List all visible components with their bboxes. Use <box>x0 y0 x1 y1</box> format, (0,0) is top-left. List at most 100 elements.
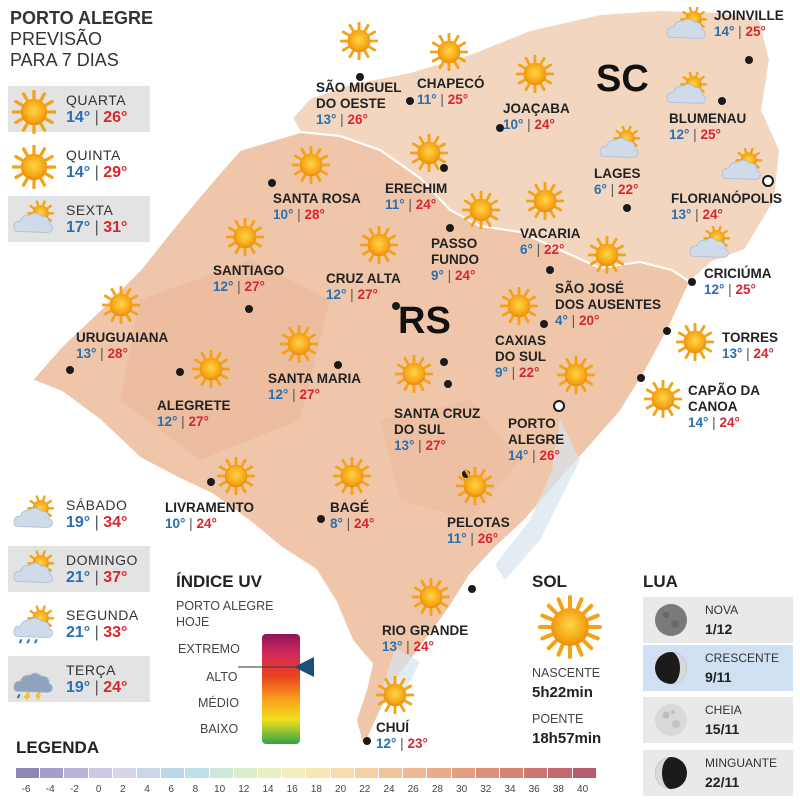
temp-max: 25° <box>700 127 721 142</box>
temp-separator: | <box>567 313 579 328</box>
temp-max: 37° <box>103 569 128 586</box>
legend-swatch <box>282 768 306 778</box>
temp-min: 13° <box>722 346 743 361</box>
temp-separator: | <box>90 569 104 586</box>
city-marker <box>245 305 253 313</box>
city-name-line2: ALEGRE <box>508 432 565 447</box>
temp-max: 24° <box>413 639 434 654</box>
city-name: SANTA CRUZ <box>394 406 481 421</box>
sunrise-label: NASCENTE <box>532 666 601 680</box>
temp-min: 13° <box>394 438 415 453</box>
temp-separator: | <box>404 197 416 212</box>
temp-min: 11° <box>417 92 437 107</box>
legend-tick: -4 <box>45 784 55 795</box>
temp-separator: | <box>742 346 754 361</box>
city-name: PORTO <box>508 416 556 431</box>
temp-max: 28° <box>304 207 325 222</box>
temp-min: 12° <box>669 127 690 142</box>
temp-min: 14° <box>508 448 529 463</box>
temp-min: 10° <box>273 207 294 222</box>
city-name: SANTA ROSA <box>273 191 361 206</box>
temp-separator: | <box>689 127 701 142</box>
city-name: CRUZ ALTA <box>326 271 401 286</box>
sun-icon <box>587 235 627 275</box>
legend-swatch <box>16 768 40 778</box>
city-marker <box>540 320 548 328</box>
city-weather-icon <box>359 225 399 265</box>
temp-max: 29° <box>103 164 128 181</box>
sun-icon <box>409 133 449 173</box>
temp-min: 10° <box>165 516 186 531</box>
city-label: PASSO FUNDO 9° | 24° <box>431 236 479 284</box>
city-name: TORRES <box>722 330 779 345</box>
partly-cloudy-icon <box>666 71 708 104</box>
uv-subtitle: PORTO ALEGRE HOJE <box>176 598 274 630</box>
temp-max: 24° <box>196 516 217 531</box>
city-label: SÃO JOSÉ DOS AUSENTES 4° | 20° <box>555 281 661 329</box>
lagoon <box>495 420 580 580</box>
city-marker <box>688 278 696 286</box>
city-name: CHUÍ <box>376 720 409 735</box>
moon-phase-row: MINGUANTE 22/11 <box>643 750 793 796</box>
legend-tick: 28 <box>431 784 443 795</box>
city-weather-icon <box>688 225 731 264</box>
sun-icon <box>291 145 331 185</box>
moon-phase-date: 9/11 <box>705 669 732 685</box>
temp-separator: | <box>90 219 104 236</box>
city-weather-icon <box>720 147 763 186</box>
temp-max: 24° <box>103 679 128 696</box>
city-marker <box>406 97 414 105</box>
temperature-range: 14° | 26° <box>508 448 564 464</box>
moon-phase-row: CHEIA 15/11 <box>643 697 793 743</box>
city-weather-icon <box>429 32 469 72</box>
city-marker <box>663 327 671 335</box>
storm-icon <box>13 672 53 703</box>
city-weather-icon <box>191 349 231 389</box>
temperature-range: 6° | 22° <box>520 242 581 258</box>
temp-separator: | <box>346 287 358 302</box>
temperature-range: 8° | 24° <box>330 516 374 532</box>
temp-separator: | <box>402 639 414 654</box>
city-weather-icon <box>556 355 596 395</box>
temp-max: 23° <box>407 736 428 751</box>
city-marker <box>317 515 325 523</box>
moon-phase-date: 22/11 <box>705 774 740 790</box>
city-marker <box>392 302 400 310</box>
city-label: CHUÍ 12° | 23° <box>376 720 428 752</box>
uv-gauge <box>238 634 314 744</box>
city-name: RIO GRANDE <box>382 623 469 638</box>
temp-max: 27° <box>244 279 265 294</box>
temp-min: 11° <box>447 531 467 546</box>
legend-swatch <box>451 768 475 778</box>
city-name: ALEGRETE <box>157 398 231 413</box>
temperature-range: 13° | 24° <box>671 207 782 223</box>
legend-swatch <box>161 768 185 778</box>
temp-max: 26° <box>347 112 368 127</box>
forecast-icon-wrap <box>12 495 58 535</box>
title-line3: PARA 7 DIAS <box>10 50 119 70</box>
legend-tick: 10 <box>214 784 226 795</box>
moon-phase-date: 1/12 <box>705 621 733 637</box>
city-name-line2: DO SUL <box>495 349 547 364</box>
temp-separator: | <box>177 414 189 429</box>
temp-separator: | <box>90 679 104 696</box>
forecast-day: SEXTA 17° | 31° <box>8 196 150 242</box>
city-label: JOINVILLE 14° | 25° <box>714 8 784 40</box>
forecast-day-name: SEGUNDA <box>66 607 139 623</box>
page-title: PORTO ALEGRE PREVISÃO PARA 7 DIAS <box>10 8 153 71</box>
temp-min: 21° <box>66 624 91 641</box>
temp-max: 24° <box>534 117 555 132</box>
city-marker <box>762 175 774 187</box>
temp-max: 22° <box>617 182 639 197</box>
legend-tick: 0 <box>95 784 102 795</box>
temperature-range: 6° | 22° <box>594 182 641 198</box>
legend-tick: 36 <box>528 784 540 795</box>
partly-cloudy-icon <box>13 550 55 583</box>
state-label-sc: SC <box>596 58 649 100</box>
sun-large-icon <box>538 595 602 659</box>
legend-swatch <box>112 768 136 778</box>
forecast-day: QUINTA 14° | 29° <box>8 141 150 190</box>
sun-rain-icon <box>13 605 55 644</box>
temp-max: 22° <box>543 242 565 257</box>
city-weather-icon <box>339 21 379 61</box>
